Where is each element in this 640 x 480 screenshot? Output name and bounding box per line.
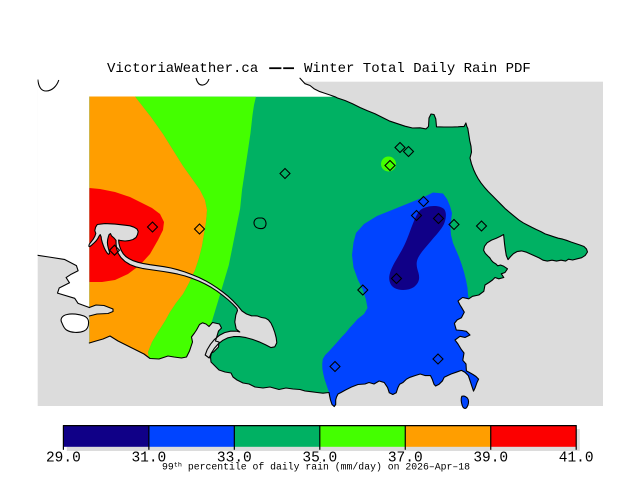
svg-text:99th percentile of daily rain: 99th percentile of daily rain (mm/day) o… <box>162 462 470 473</box>
svg-text:35.0: 35.0 <box>302 451 337 467</box>
svg-text:33.0: 33.0 <box>217 451 252 467</box>
svg-text:41.0: 41.0 <box>559 451 594 467</box>
svg-text:31.0: 31.0 <box>131 451 166 467</box>
svg-text:Winter Total Daily Rain PDF: Winter Total Daily Rain PDF <box>304 61 531 77</box>
svg-text:VictoriaWeather.ca: VictoriaWeather.ca <box>107 61 258 77</box>
svg-text:29.0: 29.0 <box>46 451 81 467</box>
svg-text:39.0: 39.0 <box>473 451 508 467</box>
svg-text:37.0: 37.0 <box>388 451 423 467</box>
